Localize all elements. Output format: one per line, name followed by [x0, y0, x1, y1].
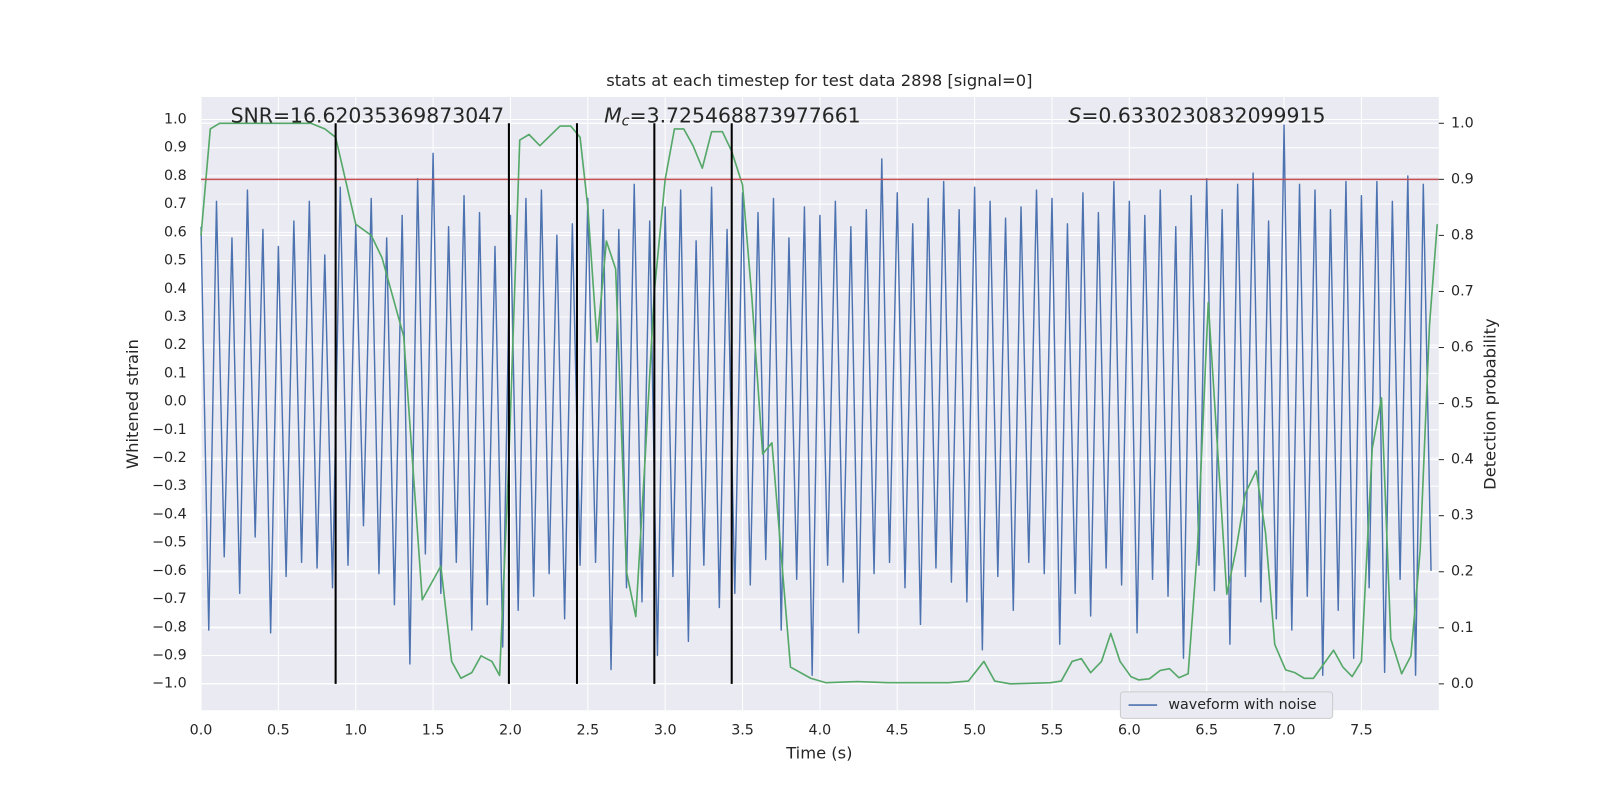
x-tick-label: 6.5 [1195, 723, 1218, 739]
x-tick-label: 3.0 [654, 723, 677, 739]
x-tick-label: 0.5 [267, 723, 290, 739]
y-tick-label: 0.1 [164, 365, 187, 381]
y-tick-label: −0.7 [152, 591, 187, 607]
legend-box [1119, 691, 1334, 719]
x-tick-label: 2.5 [576, 723, 599, 739]
y2-tick-label: 0.7 [1451, 283, 1474, 299]
annotation: Mc=3.725468873977661 [604, 103, 861, 129]
annotation-subscript: c [622, 113, 630, 129]
legend-label: waveform with noise [1168, 697, 1316, 713]
y-tick-label: 1.0 [164, 112, 187, 128]
y-tick-label: −0.9 [152, 647, 187, 663]
chart-title: stats at each timestep for test data 289… [606, 71, 1032, 90]
annotation-text: =0.6330230832099915 [1081, 103, 1325, 127]
y-tick-label: 0.8 [164, 168, 187, 184]
x-tick-label: 6.0 [1118, 723, 1141, 739]
x-tick-label: 5.0 [963, 723, 986, 739]
annotation: S=0.6330230832099915 [1068, 103, 1325, 127]
annotation-symbol: M [604, 103, 622, 127]
x-tick-label: 2.0 [499, 723, 522, 739]
y2-tick-label: 0.0 [1451, 676, 1474, 692]
y-tick-label: −0.2 [152, 450, 187, 466]
x-tick-label: 1.5 [422, 723, 445, 739]
y2-tick-label: 0.3 [1451, 508, 1474, 524]
y2-tick-label: 0.8 [1451, 227, 1474, 243]
x-tick-label: 7.5 [1350, 723, 1373, 739]
x-tick-label: 1.0 [344, 723, 367, 739]
y-tick-label: −1.0 [152, 676, 187, 692]
annotation-symbol: S [1068, 103, 1081, 127]
y2-tick-label: 0.2 [1451, 564, 1474, 580]
x-tick-label: 4.5 [886, 723, 909, 739]
annotation-text: =3.725468873977661 [630, 103, 861, 127]
annotation-text: SNR=16.62035369873047 [231, 103, 505, 127]
y-tick-label: −0.8 [152, 619, 187, 635]
marks [200, 122, 1439, 685]
y-tick-label: 0.7 [164, 196, 187, 212]
x-tick-label: 5.5 [1041, 723, 1064, 739]
x-tick-label: 3.5 [731, 723, 754, 739]
x-tick-label: 0.0 [190, 723, 213, 739]
y2-axis-title: Detection probability [1480, 318, 1499, 490]
y-tick-label: −0.1 [152, 422, 187, 438]
x-axis-title: Time (s) [785, 744, 852, 763]
y-axis-title: Whitened strain [123, 339, 142, 469]
annotation: SNR=16.62035369873047 [231, 103, 505, 127]
y-tick-label: −0.4 [152, 506, 187, 522]
y-tick-label: 0.2 [164, 337, 187, 353]
y-tick-label: 0.0 [164, 394, 187, 410]
y2-tick-label: 0.5 [1451, 396, 1474, 412]
y2-tick-label: 0.1 [1451, 620, 1474, 636]
y2-tick-label: 1.0 [1451, 115, 1474, 131]
y2-tick-label: 0.4 [1451, 452, 1474, 468]
x-tick-label: 7.0 [1273, 723, 1296, 739]
y-tick-label: 0.5 [164, 253, 187, 269]
y2-tick-label: 0.6 [1451, 340, 1474, 356]
y-tick-label: 0.6 [164, 224, 187, 240]
y-tick-label: 0.9 [164, 140, 187, 156]
series-line [200, 124, 1432, 676]
series-line [200, 122, 1439, 685]
y-tick-label: −0.6 [152, 563, 187, 579]
y-tick-label: −0.5 [152, 535, 187, 551]
x-tick-label: 4.0 [809, 723, 832, 739]
y-tick-label: −0.3 [152, 478, 187, 494]
y-tick-label: 0.4 [164, 281, 187, 297]
grid [200, 96, 1439, 711]
y-tick-label: 0.3 [164, 309, 187, 325]
y2-tick-label: 0.9 [1451, 171, 1474, 187]
